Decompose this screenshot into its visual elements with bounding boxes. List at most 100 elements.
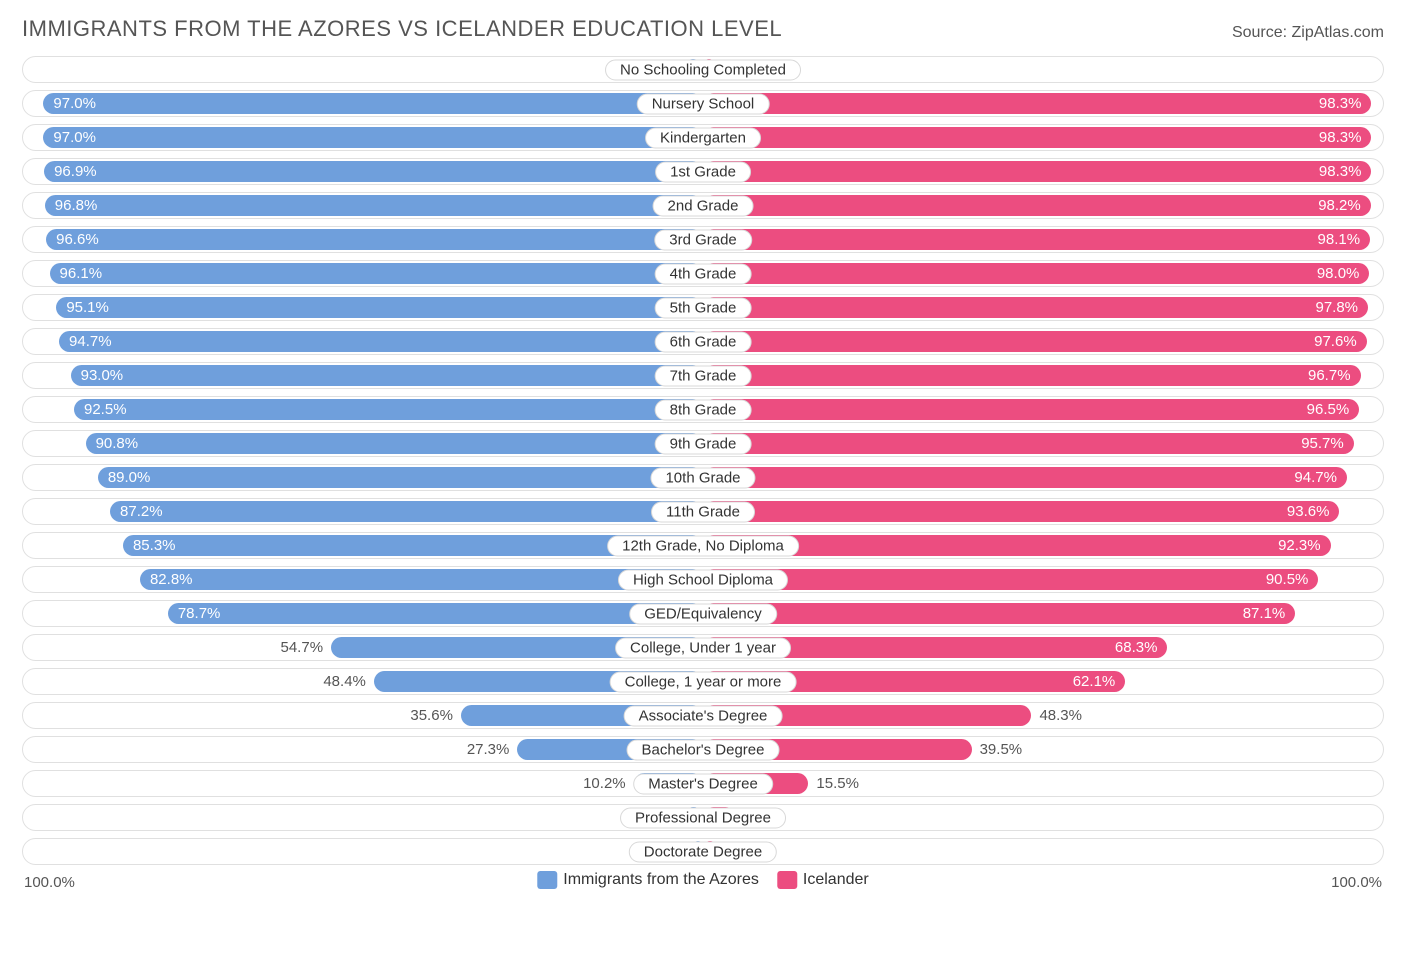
bar-left-value: 85.3% <box>133 537 176 554</box>
row-left-half: 89.0% <box>23 465 703 490</box>
row-right-half: 39.5% <box>703 737 1383 762</box>
row-category-label: Nursery School <box>637 93 770 114</box>
row-right-half: 98.1% <box>703 227 1383 252</box>
bar-right-value: 98.1% <box>1318 231 1361 248</box>
chart-row: 96.8%98.2%2nd Grade <box>22 192 1384 219</box>
bar-right: 98.0% <box>703 263 1369 284</box>
row-left-half: 92.5% <box>23 397 703 422</box>
row-category-label: 12th Grade, No Diploma <box>607 535 799 556</box>
bar-left-value: 92.5% <box>84 401 127 418</box>
bar-right-value: 94.7% <box>1294 469 1337 486</box>
row-right-half: 97.8% <box>703 295 1383 320</box>
bar-right: 93.6% <box>703 501 1339 522</box>
bar-right: 98.1% <box>703 229 1370 250</box>
row-category-label: Kindergarten <box>645 127 761 148</box>
row-category-label: Bachelor's Degree <box>627 739 780 760</box>
row-left-half: 2.8% <box>23 805 703 830</box>
row-left-half: 82.8% <box>23 567 703 592</box>
chart-footer: 100.0% Immigrants from the Azores Icelan… <box>22 871 1384 897</box>
bar-right-value: 93.6% <box>1287 503 1330 520</box>
bar-left-value: 96.6% <box>56 231 99 248</box>
row-left-half: 85.3% <box>23 533 703 558</box>
row-right-half: 92.3% <box>703 533 1383 558</box>
row-left-half: 96.1% <box>23 261 703 286</box>
chart-row: 96.1%98.0%4th Grade <box>22 260 1384 287</box>
row-category-label: College, Under 1 year <box>615 637 791 658</box>
legend-item-right: Icelander <box>777 871 869 889</box>
row-category-label: 9th Grade <box>655 433 752 454</box>
row-category-label: Associate's Degree <box>624 705 783 726</box>
bar-right: 90.5% <box>703 569 1318 590</box>
bar-left: 93.0% <box>71 365 703 386</box>
legend-label-left: Immigrants from the Azores <box>563 871 759 889</box>
bar-left-value: 94.7% <box>69 333 112 350</box>
bar-left-value: 97.0% <box>53 95 96 112</box>
bar-right: 96.5% <box>703 399 1359 420</box>
chart-row: 54.7%68.3%College, Under 1 year <box>22 634 1384 661</box>
bar-left-value: 96.8% <box>55 197 98 214</box>
row-right-half: 98.3% <box>703 91 1383 116</box>
legend-label-right: Icelander <box>803 871 869 889</box>
axis-left-label: 100.0% <box>24 874 75 891</box>
row-category-label: 1st Grade <box>655 161 751 182</box>
bar-left-value: 95.1% <box>66 299 109 316</box>
bar-left-value: 10.2% <box>583 771 626 796</box>
row-category-label: GED/Equivalency <box>629 603 777 624</box>
bar-right: 97.6% <box>703 331 1367 352</box>
chart-row: 1.4%2.1%Doctorate Degree <box>22 838 1384 865</box>
bar-left: 95.1% <box>56 297 703 318</box>
row-right-half: 2.1% <box>703 839 1383 864</box>
chart-row: 85.3% 92.3%12th Grade, No Diploma <box>22 532 1384 559</box>
bar-left-value: 82.8% <box>150 571 193 588</box>
chart-row: 78.7%87.1%GED/Equivalency <box>22 600 1384 627</box>
row-left-half: 27.3% <box>23 737 703 762</box>
row-right-half: 98.3% <box>703 159 1383 184</box>
row-right-half: 87.1% <box>703 601 1383 626</box>
bar-right-value: 15.5% <box>816 771 859 796</box>
row-left-half: 1.4% <box>23 839 703 864</box>
bar-left: 87.2% <box>110 501 703 522</box>
chart-row: 93.0%96.7%7th Grade <box>22 362 1384 389</box>
bar-left-value: 48.4% <box>323 669 366 694</box>
bar-right-value: 98.3% <box>1319 129 1362 146</box>
bar-left-value: 96.9% <box>54 163 97 180</box>
chart-row: 95.1% 97.8%5th Grade <box>22 294 1384 321</box>
chart-source: Source: ZipAtlas.com <box>1232 24 1384 42</box>
row-right-half: 68.3% <box>703 635 1383 660</box>
bar-right: 98.3% <box>703 161 1371 182</box>
row-left-half: 90.8% <box>23 431 703 456</box>
bar-right-value: 97.6% <box>1314 333 1357 350</box>
bar-left: 96.9% <box>44 161 703 182</box>
bar-left: 96.8% <box>45 195 703 216</box>
row-right-half: 90.5% <box>703 567 1383 592</box>
bar-left-value: 97.0% <box>53 129 96 146</box>
row-left-half: 95.1% <box>23 295 703 320</box>
row-left-half: 97.0% <box>23 125 703 150</box>
row-category-label: 5th Grade <box>655 297 752 318</box>
bar-left-value: 87.2% <box>120 503 163 520</box>
bar-left-value: 89.0% <box>108 469 151 486</box>
chart-row: 94.7% 97.6% 6th Grade <box>22 328 1384 355</box>
bar-right: 87.1% <box>703 603 1295 624</box>
bar-right-value: 96.5% <box>1307 401 1350 418</box>
row-left-half: 93.0% <box>23 363 703 388</box>
chart-row: 97.0% 98.3% Kindergarten <box>22 124 1384 151</box>
row-right-half: 94.7% <box>703 465 1383 490</box>
bar-left-value: 27.3% <box>467 737 510 762</box>
row-left-half: 78.7% <box>23 601 703 626</box>
row-right-half: 1.7% <box>703 57 1383 82</box>
chart-row: 90.8%95.7%9th Grade <box>22 430 1384 457</box>
bar-left-value: 93.0% <box>81 367 124 384</box>
row-left-half: 97.0% <box>23 91 703 116</box>
row-left-half: 48.4% <box>23 669 703 694</box>
bar-left: 89.0% <box>98 467 703 488</box>
bar-right: 98.3% <box>703 127 1371 148</box>
row-category-label: 6th Grade <box>655 331 752 352</box>
row-category-label: Master's Degree <box>633 773 773 794</box>
row-category-label: Professional Degree <box>620 807 786 828</box>
bar-right: 96.7% <box>703 365 1361 386</box>
bar-left-value: 90.8% <box>96 435 139 452</box>
row-category-label: 8th Grade <box>655 399 752 420</box>
bar-right-value: 98.0% <box>1317 265 1360 282</box>
row-right-half: 93.6% <box>703 499 1383 524</box>
